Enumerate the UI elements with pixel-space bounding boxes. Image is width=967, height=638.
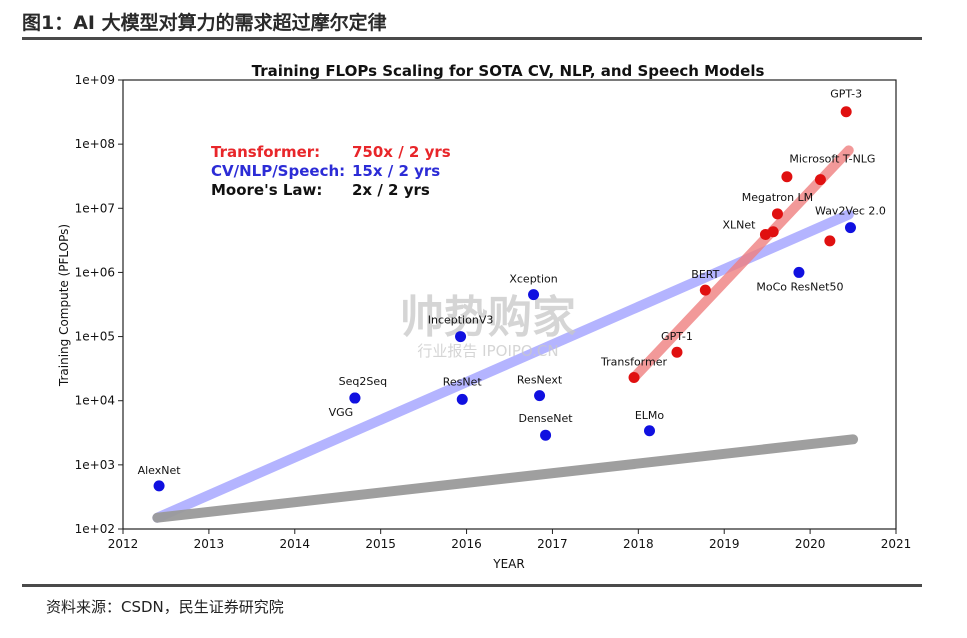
trend-line-transformer bbox=[629, 145, 854, 383]
x-tick-label: 2013 bbox=[194, 537, 225, 551]
chart-title: Training FLOPs Scaling for SOTA CV, NLP,… bbox=[252, 62, 765, 80]
point-label-xlnet: XLNet bbox=[722, 219, 756, 232]
y-tick-label: 1e+08 bbox=[75, 137, 115, 151]
point-seq2seq bbox=[349, 392, 361, 404]
x-tick-label: 2017 bbox=[537, 537, 568, 551]
x-tick-label: 2016 bbox=[451, 537, 482, 551]
watermark-main: 帅势购家 bbox=[400, 292, 576, 343]
watermark: 帅势购家 行业报告 IPOIPO.CN bbox=[400, 292, 576, 360]
point-unlabeled bbox=[767, 226, 779, 238]
point-label-resnet: ResNet bbox=[443, 375, 483, 388]
point-microsoft-t-nlg bbox=[814, 174, 826, 186]
bottom-rule bbox=[22, 584, 922, 587]
y-tick-label: 1e+09 bbox=[75, 73, 115, 87]
point-label-megatron-lm: Megatron LM bbox=[742, 191, 813, 204]
legend-value: 750x / 2 yrs bbox=[352, 143, 451, 161]
legend-value: 2x / 2 yrs bbox=[352, 181, 430, 199]
point-inceptionv3 bbox=[455, 331, 467, 343]
point-transformer bbox=[628, 372, 640, 384]
point-label-gpt-3: GPT-3 bbox=[830, 88, 862, 101]
x-axis-label: YEAR bbox=[492, 557, 524, 571]
point-unlabeled bbox=[781, 171, 793, 183]
point-label-densenet: DenseNet bbox=[519, 412, 574, 425]
point-label-xception: Xception bbox=[509, 273, 557, 286]
point-label-resnext: ResNext bbox=[517, 374, 563, 387]
point-label-gpt-1: GPT-1 bbox=[661, 330, 693, 343]
legend-label: Transformer: bbox=[211, 143, 320, 161]
x-tick-label: 2018 bbox=[623, 537, 654, 551]
y-tick-label: 1e+06 bbox=[75, 265, 115, 279]
x-tick-label: 2014 bbox=[280, 537, 311, 551]
x-tick-label: 2021 bbox=[881, 537, 912, 551]
point-megatron-lm bbox=[771, 208, 783, 220]
point-label-transformer: Transformer bbox=[600, 356, 667, 369]
point-alexnet bbox=[153, 480, 165, 492]
point-resnet bbox=[456, 393, 468, 405]
legend-label: Moore's Law: bbox=[211, 181, 322, 199]
point-label-bert: BERT bbox=[691, 268, 719, 281]
legend-label: CV/NLP/Speech: bbox=[211, 162, 345, 180]
point-bert bbox=[699, 284, 711, 296]
point-resnext bbox=[534, 390, 546, 402]
source-note: 资料来源：CSDN，民生证券研究院 bbox=[46, 598, 284, 616]
y-tick-label: 1e+02 bbox=[75, 522, 115, 536]
y-tick-label: 1e+05 bbox=[75, 330, 115, 344]
trend-lines bbox=[152, 145, 859, 523]
point-gpt-3 bbox=[840, 106, 852, 118]
point-label-inceptionv3: InceptionV3 bbox=[428, 314, 494, 327]
point-elmo bbox=[643, 425, 655, 437]
y-tick-label: 1e+07 bbox=[75, 201, 115, 215]
point-densenet bbox=[540, 429, 552, 441]
point-wav2vec-2-0 bbox=[844, 222, 856, 234]
point-gpt-1 bbox=[671, 346, 683, 358]
watermark-sub: 行业报告 IPOIPO.CN bbox=[417, 342, 558, 360]
legend-text: Transformer: 750x / 2 yrs CV/NLP/Speech: 15… bbox=[211, 143, 451, 199]
point-unlabeled bbox=[824, 235, 836, 247]
point-label-seq2seq: Seq2Seq bbox=[339, 375, 387, 388]
x-tick-label: 2015 bbox=[365, 537, 396, 551]
data-points: AlexNet VGG Seq2Seq InceptionV3 ResNet Xcepti… bbox=[138, 88, 886, 492]
axis-ticks: 2012 2013 2014 2015 2016 2017 2018 2019 2020 2021… bbox=[75, 73, 912, 551]
y-tick-label: 1e+04 bbox=[75, 394, 115, 408]
legend-value: 15x / 2 yrs bbox=[352, 162, 440, 180]
point-label-wav2vec-2-0: Wav2Vec 2.0 bbox=[815, 205, 886, 218]
point-label-microsoft-t-nlg: Microsoft T-NLG bbox=[789, 153, 875, 166]
point-label-alexnet: AlexNet bbox=[138, 464, 182, 477]
top-rule bbox=[22, 37, 922, 40]
figure-title: 图1：AI 大模型对算力的需求超过摩尔定律 bbox=[22, 12, 387, 34]
plot-frame bbox=[122, 79, 897, 530]
point-label-vgg: VGG bbox=[329, 406, 354, 419]
y-axis-label: Training Compute (PFLOPs) bbox=[57, 224, 71, 387]
x-tick-label: 2020 bbox=[795, 537, 826, 551]
trend-line-moore-s-law bbox=[152, 434, 859, 523]
x-tick-label: 2019 bbox=[709, 537, 740, 551]
y-tick-label: 1e+03 bbox=[75, 458, 115, 472]
point-label-elmo: ELMo bbox=[635, 409, 665, 422]
point-moco-resnet50 bbox=[793, 266, 805, 278]
point-label-moco-resnet50: MoCo ResNet50 bbox=[756, 280, 843, 293]
x-tick-label: 2012 bbox=[108, 537, 139, 551]
point-xception bbox=[528, 289, 540, 301]
